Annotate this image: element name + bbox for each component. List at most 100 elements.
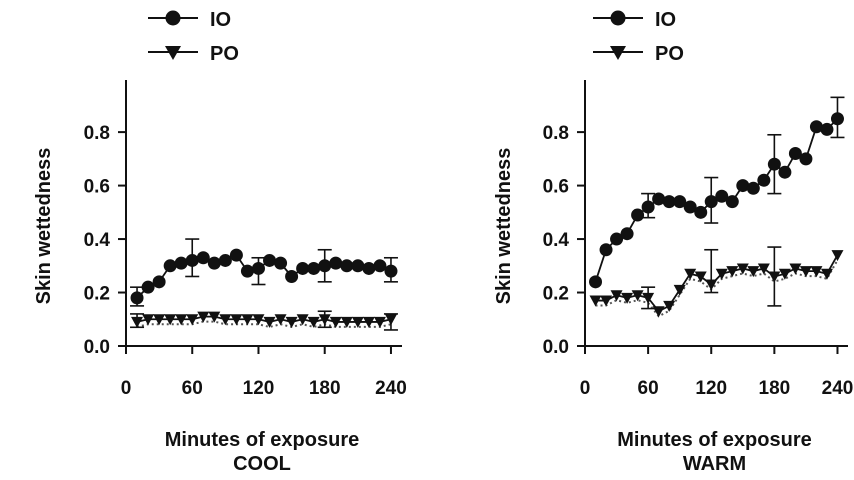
data-point [252, 314, 265, 326]
data-point [610, 232, 624, 246]
data-point [662, 195, 676, 209]
data-point [599, 243, 613, 257]
data-point [175, 314, 188, 326]
x-axis-label: Minutes of exposure [165, 429, 359, 451]
data-point [141, 280, 155, 294]
x-tick-label: 180 [759, 378, 791, 399]
data-point [197, 311, 210, 323]
data-point [799, 266, 812, 278]
data-point [652, 306, 665, 318]
data-point [208, 311, 221, 323]
data-point [809, 120, 823, 134]
data-point [373, 316, 386, 328]
data-point [207, 256, 221, 270]
data-point [318, 259, 332, 273]
data-point [684, 268, 697, 280]
x-tick-label: 120 [243, 378, 275, 399]
data-point [131, 316, 144, 328]
legend-marker [610, 10, 626, 26]
data-point [196, 251, 210, 265]
data-point [757, 263, 770, 275]
data-point [384, 264, 398, 278]
legend-label: PO [655, 43, 684, 65]
data-point [663, 300, 676, 312]
legend-entry-io: IO [148, 9, 231, 31]
data-point [673, 284, 686, 296]
data-point [307, 261, 321, 275]
data-point [652, 192, 666, 206]
data-point [683, 200, 697, 214]
series-io [589, 96, 845, 289]
data-point [768, 271, 781, 283]
data-point [142, 314, 155, 326]
data-point [767, 157, 781, 171]
y-tick-label: 0.6 [543, 177, 569, 198]
data-point [296, 314, 309, 326]
y-tick-label: 0.2 [84, 284, 110, 305]
data-point [589, 275, 603, 289]
data-point [153, 314, 166, 326]
data-point [163, 259, 177, 273]
x-tick-label: 0 [121, 378, 132, 399]
legend-label: IO [210, 9, 231, 31]
data-point [726, 266, 739, 278]
legend-entry-po: PO [593, 43, 684, 65]
data-point [186, 314, 199, 326]
data-point [251, 261, 265, 275]
data-point [736, 263, 749, 275]
data-point [705, 279, 718, 291]
data-point [778, 268, 791, 280]
x-tick-label: 240 [822, 378, 854, 399]
series-po [589, 246, 844, 318]
data-point [631, 290, 644, 302]
data-point [318, 314, 331, 326]
data-point [152, 275, 166, 289]
data-point [263, 316, 276, 328]
data-point [164, 314, 177, 326]
data-point [778, 165, 792, 179]
y-axis-label: Skin wettedness [493, 148, 515, 305]
data-point [340, 259, 354, 273]
y-tick-label: 0.6 [84, 177, 110, 198]
data-point [810, 266, 823, 278]
chart-panel-warm: 0.0 0.2 0.4 0.6 0.8 0 60 120 180 240 Skin wettedne… [493, 9, 853, 475]
data-point [820, 122, 834, 136]
data-point [704, 195, 718, 209]
data-point [285, 269, 299, 283]
data-point [307, 316, 320, 328]
series-po-shadow [595, 259, 839, 318]
data-point [610, 290, 623, 302]
legend-label: PO [210, 43, 239, 65]
x-tick-label: 240 [375, 378, 407, 399]
data-point [296, 261, 310, 275]
y-tick-label: 0.0 [84, 337, 110, 358]
data-point [715, 189, 729, 203]
data-point [620, 227, 634, 241]
data-point [641, 200, 655, 214]
data-point [230, 314, 243, 326]
data-point [789, 263, 802, 275]
data-point [340, 316, 353, 328]
data-point [274, 314, 287, 326]
legend-entry-io: IO [593, 9, 676, 31]
data-point [285, 316, 298, 328]
series-po [130, 310, 398, 331]
data-point [240, 264, 254, 278]
y-tick-label: 0.4 [543, 230, 570, 251]
data-point [830, 112, 844, 126]
y-axis-label: Skin wettedness [33, 148, 55, 305]
data-point [757, 173, 771, 187]
data-point [274, 256, 288, 270]
data-point [329, 256, 343, 270]
data-point [329, 316, 342, 328]
y-tick-label: 0.4 [84, 230, 111, 251]
legend-marker [165, 10, 181, 26]
data-point [362, 261, 376, 275]
x-axis-label: Minutes of exposure [617, 429, 811, 451]
y-tick-label: 0.8 [84, 123, 110, 144]
data-point [241, 314, 254, 326]
legend-marker [165, 46, 181, 60]
data-point [694, 205, 708, 219]
data-point [831, 250, 844, 262]
